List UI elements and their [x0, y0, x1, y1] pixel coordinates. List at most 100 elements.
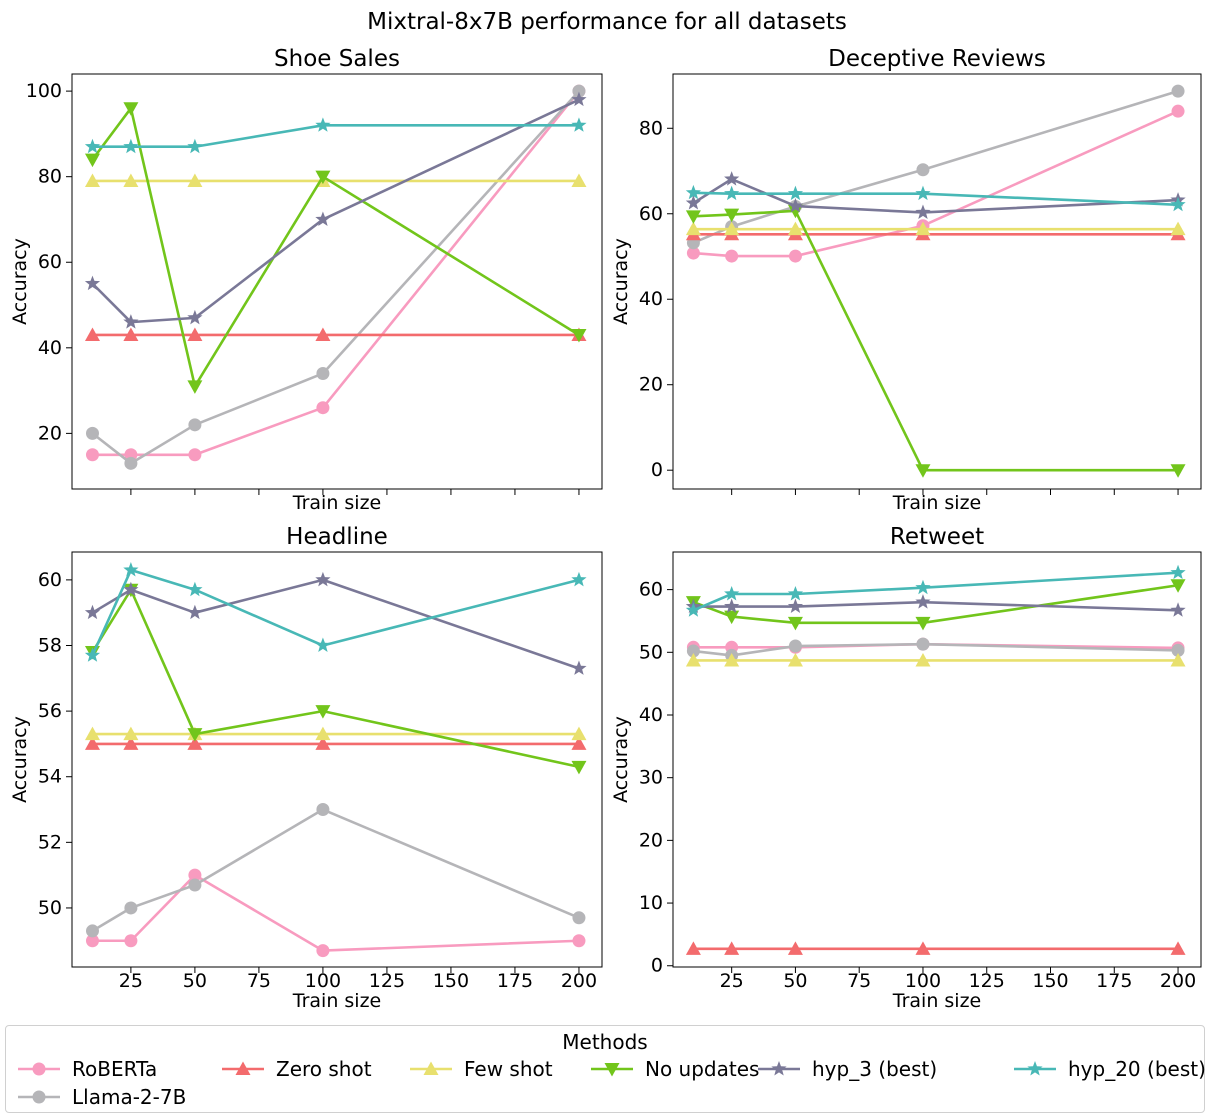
data-point [123, 562, 139, 577]
data-point [916, 637, 930, 651]
x-tick-label: 150 [1032, 970, 1068, 992]
legend-label: RoBERTa [72, 1057, 158, 1081]
data-point [572, 934, 586, 948]
series-line [692, 571, 1179, 612]
data-point [316, 401, 330, 415]
data-point [315, 571, 331, 587]
data-point [571, 571, 587, 587]
y-tick-label: 40 [639, 704, 663, 726]
data-point [123, 138, 139, 154]
data-point [187, 173, 203, 187]
series-line [693, 209, 1179, 472]
series-no-updates [685, 204, 1186, 478]
data-point [123, 102, 139, 116]
data-point [685, 210, 701, 224]
x-axis-label: Train size [292, 492, 381, 514]
data-point [685, 221, 701, 236]
y-axis-label: Accuracy [9, 716, 31, 803]
plot-frame [71, 73, 603, 490]
data-point [187, 736, 203, 750]
series-llama-2-7b [85, 84, 586, 470]
data-point [685, 184, 702, 200]
data-point [188, 868, 202, 882]
panel-title: Deceptive Reviews [828, 46, 1046, 72]
y-tick-label: 60 [38, 569, 62, 591]
data-point [915, 185, 931, 201]
legend-swatch [222, 1061, 264, 1075]
series-roberta [85, 84, 586, 462]
series-no-updates [685, 579, 1186, 631]
x-tick-label: 125 [969, 970, 1005, 992]
data-point [123, 173, 139, 187]
legend-swatch [758, 1061, 800, 1076]
data-point [787, 941, 803, 955]
data-point [85, 924, 99, 938]
legend-marker [235, 1061, 251, 1075]
data-point [84, 138, 101, 154]
data-point [915, 221, 931, 236]
legend-item-llama-2-7b: Llama-2-7B [16, 1083, 186, 1111]
data-point [787, 221, 803, 236]
data-point [85, 448, 99, 462]
legend-label: Zero shot [276, 1057, 372, 1081]
data-point [316, 944, 330, 958]
data-point [915, 204, 931, 219]
x-tick-label: 150 [433, 970, 469, 992]
data-point [787, 652, 803, 667]
data-point [84, 604, 101, 620]
data-point [315, 736, 331, 750]
series-line [91, 578, 580, 670]
data-point [84, 726, 100, 741]
data-point [724, 185, 740, 201]
series-few-shot [84, 726, 587, 741]
series-no-updates [84, 102, 587, 394]
y-tick-label: 40 [639, 288, 663, 310]
series-zero-shot [84, 327, 587, 341]
data-point [787, 616, 803, 631]
data-point [1170, 464, 1186, 478]
legend-item-no-updates: No updates [589, 1055, 759, 1083]
y-tick-label: 60 [38, 251, 62, 273]
legend-marker [32, 1090, 46, 1104]
y-tick-label: 54 [38, 766, 62, 788]
panel-title: Shoe Sales [274, 46, 400, 72]
data-point [724, 171, 740, 186]
data-point [724, 221, 740, 236]
x-tick-label: 25 [720, 970, 744, 992]
legend-label: Few shot [464, 1057, 553, 1081]
data-point [123, 726, 139, 741]
data-point [316, 803, 330, 817]
data-point [123, 314, 139, 329]
data-point [571, 328, 587, 343]
data-point [84, 275, 101, 291]
legend-item-zero-shot: Zero shot [220, 1055, 372, 1083]
legend-item-hyp-20-best: hyp_20 (best) [1012, 1055, 1206, 1083]
data-point [686, 644, 700, 658]
data-point [787, 204, 803, 219]
series-hyp-20-best [84, 562, 587, 662]
series-no-updates [84, 583, 587, 775]
series-line [91, 588, 580, 769]
legend-swatch [18, 1090, 60, 1104]
legend-label: No updates [645, 1057, 760, 1081]
y-tick-label: 50 [639, 641, 663, 663]
legend-label: Llama-2-7B [72, 1085, 187, 1109]
x-tick-label: 25 [119, 970, 143, 992]
series-few-shot [685, 221, 1186, 236]
data-point [571, 760, 587, 775]
legend-swatch [410, 1061, 452, 1075]
data-point [1170, 221, 1186, 236]
legend-label: hyp_20 (best) [1068, 1057, 1206, 1081]
y-tick-label: 20 [38, 422, 62, 444]
data-point [1171, 104, 1185, 118]
plot-frame [672, 73, 1202, 490]
legend-title: Methods [562, 1030, 648, 1054]
data-point [1170, 941, 1186, 955]
data-point [572, 911, 586, 925]
data-point [686, 246, 700, 260]
y-axis-label: Accuracy [610, 716, 632, 803]
x-tick-label: 100 [905, 970, 941, 992]
series-few-shot [685, 652, 1186, 667]
x-tick-label: 75 [847, 970, 871, 992]
data-point [787, 198, 804, 213]
